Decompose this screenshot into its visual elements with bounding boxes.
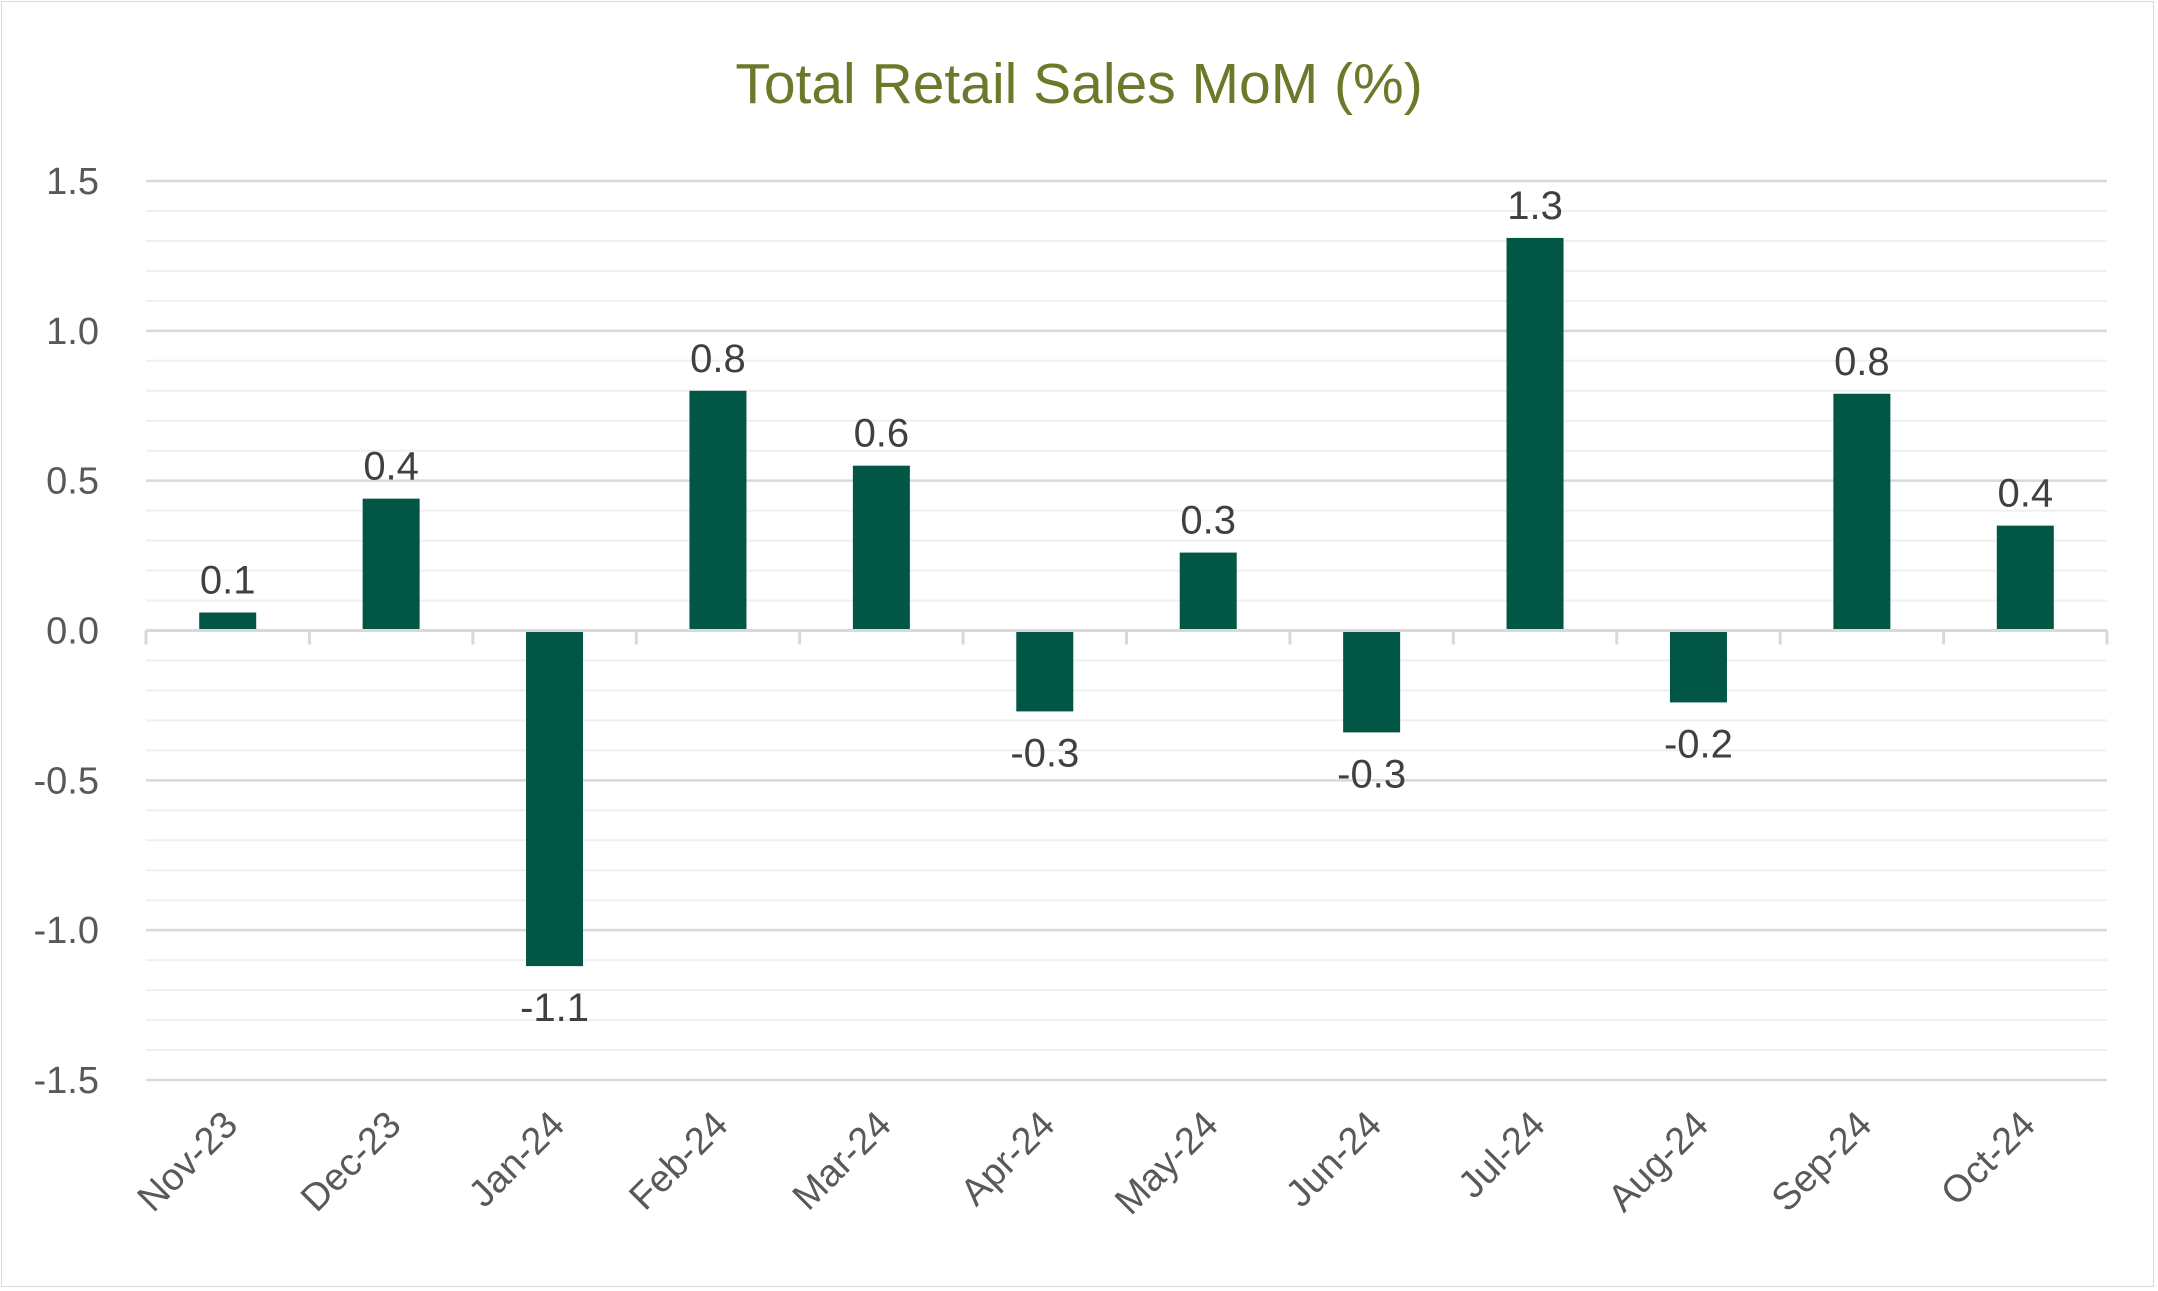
data-label: 0.1 [200, 559, 256, 603]
bar-apr-24 [1016, 630, 1074, 712]
x-tick-label: Jan-24 [461, 1104, 573, 1216]
x-tick-label: May-24 [1107, 1104, 1226, 1223]
x-tick-label: Oct-24 [1933, 1104, 2043, 1214]
x-tick-label: Jul-24 [1451, 1104, 1554, 1207]
bar-aug-24 [1669, 630, 1727, 703]
major-gridlines [146, 179, 2107, 1082]
y-axis-tick-labels: 1.5 1.0 0.5 0.0 -0.5 -1.0 -1.5 [34, 161, 99, 1102]
y-tick-label: -0.5 [34, 760, 99, 802]
y-tick-label: -1.0 [34, 910, 99, 952]
data-label: 0.8 [690, 337, 746, 381]
data-label: 1.3 [1507, 184, 1563, 228]
x-tick-label: Dec-23 [293, 1104, 409, 1220]
data-label: -0.3 [1337, 752, 1406, 796]
bar-oct-24 [1996, 525, 2054, 631]
minor-gridlines [146, 209, 2107, 1052]
data-labels: 0.1 0.4 -1.1 0.8 0.6 -0.3 0.3 -0.3 1.3 -0.2 0.8 0.4 [200, 184, 2053, 1030]
x-tick-label: Mar-24 [785, 1104, 900, 1219]
bar-dec-23 [362, 498, 420, 631]
bar-nov-23 [199, 612, 257, 631]
bar-jun-24 [1343, 630, 1401, 733]
x-tick-label: Apr-24 [953, 1104, 1063, 1214]
bar-jul-24 [1506, 237, 1564, 631]
data-label: 0.4 [1997, 472, 2053, 516]
x-axis-tick-labels: Nov-23 Dec-23 Jan-24 Feb-24 Mar-24 Apr-24 May-… [130, 1104, 2044, 1223]
bar-series [199, 237, 2054, 967]
data-label: -1.1 [520, 986, 589, 1030]
y-tick-label: 0.5 [46, 461, 99, 503]
y-tick-label: 0.0 [46, 611, 99, 653]
bar-jan-24 [526, 630, 584, 967]
chart-title: Total Retail Sales MoM (%) [735, 52, 1422, 116]
data-label: -0.2 [1664, 722, 1733, 766]
data-label: -0.3 [1010, 731, 1079, 775]
data-label: 0.8 [1834, 340, 1890, 384]
bar-mar-24 [852, 465, 910, 631]
y-tick-label: 1.0 [46, 311, 99, 353]
data-label: 0.4 [363, 445, 419, 489]
x-tick-label: Nov-23 [130, 1104, 246, 1220]
data-label: 0.3 [1180, 499, 1236, 543]
bar-sep-24 [1833, 393, 1891, 631]
x-tick-label: Sep-24 [1764, 1104, 1880, 1220]
x-tick-label: Aug-24 [1600, 1104, 1716, 1220]
y-tick-label: -1.5 [34, 1060, 99, 1102]
y-tick-label: 1.5 [46, 161, 99, 203]
x-tick-label: Feb-24 [621, 1104, 736, 1219]
data-label: 0.6 [854, 412, 910, 456]
x-axis-line [144, 629, 2109, 645]
bar-feb-24 [689, 390, 747, 631]
x-tick-label: Jun-24 [1278, 1104, 1390, 1216]
bar-may-24 [1179, 552, 1237, 631]
